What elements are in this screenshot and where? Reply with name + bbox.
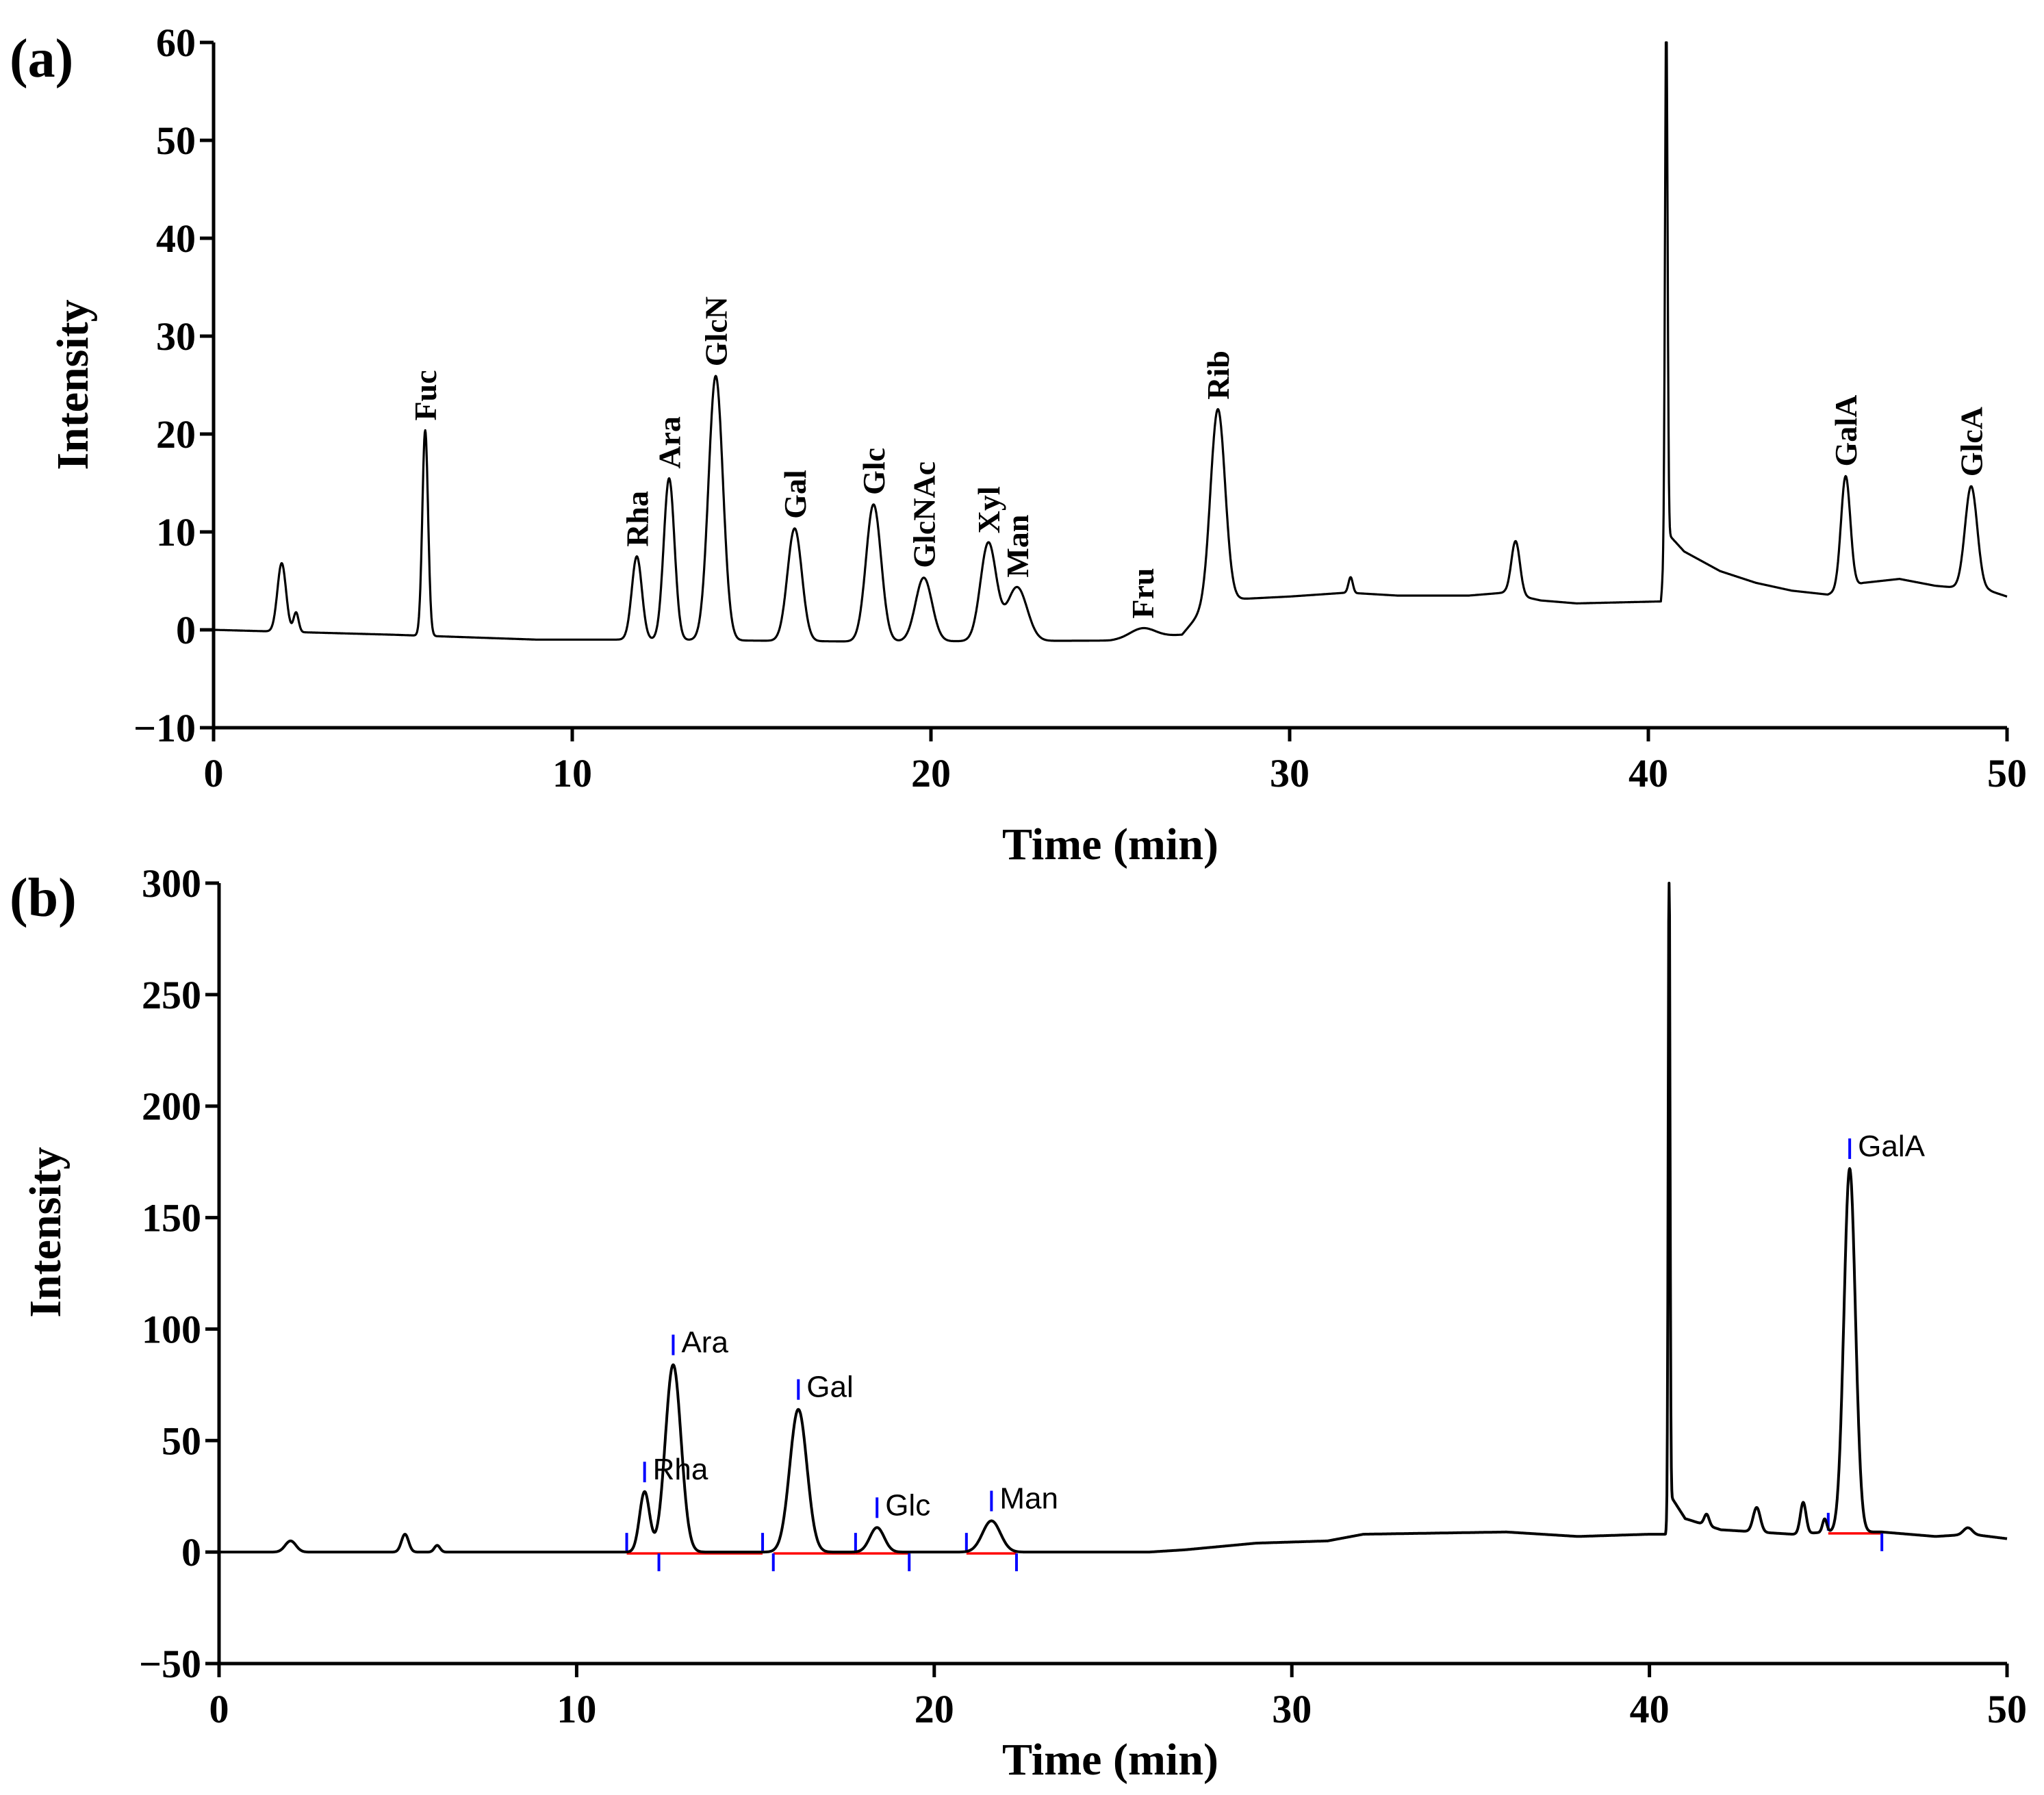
panel-b-integration-markers [625,1512,1884,1572]
panel-b-x-tick-label: 40 [1630,1687,1670,1731]
panel-b-label: (b) [10,868,77,928]
peak-label-fuc: Fuc [408,370,443,420]
panel-a-y-tick-label: −10 [133,706,196,750]
panel-a-x-tick-label: 50 [1987,751,2027,795]
panel-a-y-tick-label: 20 [156,412,196,457]
peak-label-rha: Rha [619,491,654,547]
panel-a-x-tick-label: 30 [1270,751,1310,795]
peak-label-glc: Glc [856,448,891,495]
panel-a-x-ticks: 0 10 20 30 40 50 [204,728,2027,795]
panel-a-x-tick-label: 10 [552,751,592,795]
panel-a-label: (a) [10,29,73,89]
panel-a-y-tick-label: 60 [156,21,196,65]
panel-b-y-tick-label: 150 [142,1196,201,1240]
panel-a-y-tick-label: 0 [176,608,196,652]
peak-label-ara: Ara [652,416,687,469]
peak-label-glcnac: GlcNAc [907,461,942,568]
peak-label-xyl: Xyl [971,486,1006,533]
panel-b-x-axis-title: Time (min) [1002,1735,1218,1785]
panel-b-x-tick-label: 50 [1987,1687,2027,1731]
peak-label-gal: Gal [806,1371,853,1404]
panel-a-x-tick-label: 0 [204,751,224,795]
panel-b-y-tick-label: 300 [142,861,201,906]
panel-a-y-ticks: −10 0 10 20 30 40 50 60 [133,21,214,750]
panel-a-x-axis-title: Time (min) [1002,819,1218,869]
panel-b-y-tick-label: 250 [142,973,201,1017]
panel-b-y-axis-title: Intensity [21,1147,71,1317]
panel-a-y-tick-label: 50 [156,118,196,163]
peak-label-rha: Rha [653,1453,708,1486]
panel-a-chromatogram-trace [213,41,2008,643]
panel-a-y-tick-label: 30 [156,314,196,359]
peak-label-gal: Gal [778,470,813,519]
peak-label-glca: GlcA [1954,407,1989,476]
panel-b-y-tick-label: 200 [142,1084,201,1129]
panel-b-chromatogram-trace [218,882,2008,1554]
panel-a-y-axis-title: Intensity [48,299,98,470]
panel-b-y-tick-label: 0 [181,1530,201,1575]
peak-label-glcn: GlcN [699,296,734,366]
panel-b-y-tick-label: −50 [139,1642,201,1686]
panel-b-y-tick-label: 50 [162,1418,201,1463]
panel-a-x-tick-label: 40 [1628,751,1668,795]
panel-b-y-tick-label: 100 [142,1307,201,1351]
peak-label-gala: GalA [1858,1130,1925,1163]
panel-a-y-tick-label: 40 [156,216,196,261]
panel-b-x-tick-label: 20 [915,1687,954,1731]
peak-label-fru: Fru [1125,568,1160,619]
peak-label-ara: Ara [681,1326,728,1360]
peak-label-glc: Glc [885,1488,930,1522]
panel-b-peak-labels: Rha Ara Gal Glc Man GalA [643,1130,1926,1522]
panel-b-x-tick-label: 30 [1272,1687,1312,1731]
panel-a-y-tick-label: 10 [156,510,196,555]
panel-a-x-tick-label: 20 [911,751,951,795]
panel-b-y-ticks: −50 0 50 100 150 200 250 300 [139,861,219,1686]
panel-b-x-tick-label: 0 [209,1687,229,1731]
panel-b-x-tick-label: 10 [557,1687,596,1731]
panel-b-x-ticks: 0 10 20 30 40 50 [209,1664,2027,1731]
peak-label-rib: Rib [1201,351,1236,400]
peak-label-gala: GalA [1828,395,1863,467]
peak-label-man: Man [999,1482,1058,1516]
peak-label-man: Man [1000,515,1035,578]
panel-b-integration-baselines [626,1532,1882,1555]
